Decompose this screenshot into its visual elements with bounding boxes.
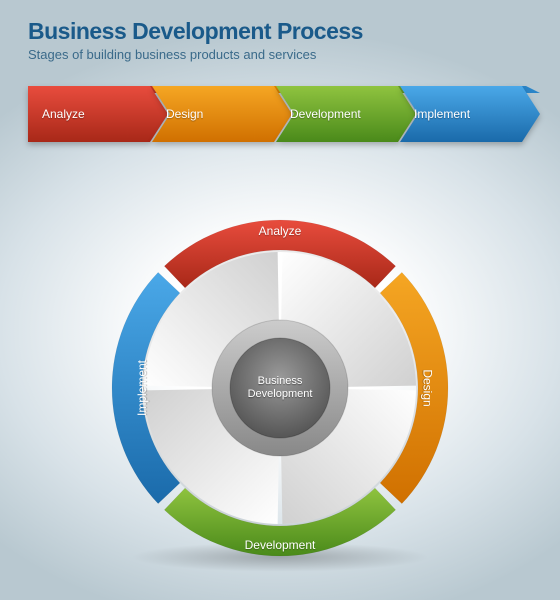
process-arrow-bar: Analyze Design Development Implement [28,80,538,152]
arrow-label: Development [290,107,361,121]
arrow-label: Design [166,107,203,121]
wheel-label-implement: Implement [135,360,149,416]
process-arrow-development: Development [276,86,416,142]
page-subtitle: Stages of building business products and… [28,47,560,62]
page-title: Business Development Process [28,18,560,45]
header: Business Development Process Stages of b… [0,0,560,62]
process-arrow-implement: Implement [400,86,540,142]
wheel-center-label: Business Development [248,375,313,401]
arrow-label: Analyze [42,107,85,121]
wheel-label-analyze: Analyze [259,224,302,238]
wheel-label-design: Design [420,369,434,406]
process-arrow-design: Design [152,86,292,142]
wheel-label-development: Development [245,538,316,552]
process-arrow-analyze: Analyze [28,86,168,142]
arrow-label: Implement [414,107,470,121]
cycle-wheel: Analyze Design Development Implement Bus… [110,218,450,558]
